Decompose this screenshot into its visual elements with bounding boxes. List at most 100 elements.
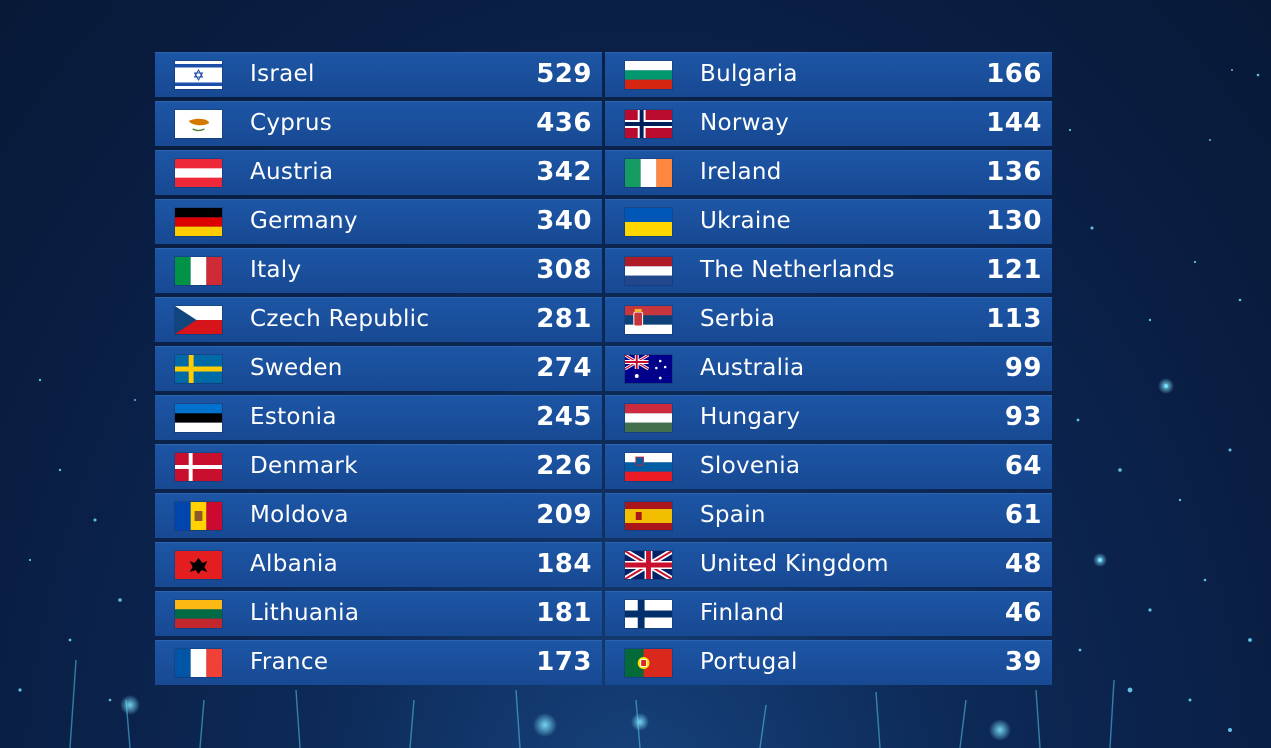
scoreboard-row: Ireland 136 bbox=[605, 150, 1052, 195]
scoreboard-row: Norway 144 bbox=[605, 101, 1052, 146]
scoreboard-row: Portugal 39 bbox=[605, 640, 1052, 685]
country-name: The Netherlands bbox=[700, 257, 895, 283]
ukraine-flag-icon bbox=[625, 208, 672, 236]
country-name: Czech Republic bbox=[250, 306, 430, 332]
country-name: Bulgaria bbox=[700, 61, 798, 87]
country-name: Estonia bbox=[250, 404, 337, 430]
points-value: 342 bbox=[536, 157, 592, 187]
norway-flag-icon bbox=[625, 110, 672, 138]
points-value: 64 bbox=[1004, 451, 1042, 481]
scoreboard-left-column: Israel 529 Cyprus 436 Austria 342 Germany 340 It… bbox=[155, 52, 602, 689]
points-value: 130 bbox=[986, 206, 1042, 236]
points-value: 308 bbox=[536, 255, 592, 285]
points-value: 93 bbox=[1004, 402, 1042, 432]
scoreboard-row: Slovenia 64 bbox=[605, 444, 1052, 489]
germany-flag-icon bbox=[175, 208, 222, 236]
ireland-flag-icon bbox=[625, 159, 672, 187]
country-name: Moldova bbox=[250, 502, 349, 528]
points-value: 436 bbox=[536, 108, 592, 138]
points-value: 281 bbox=[536, 304, 592, 334]
points-value: 166 bbox=[986, 59, 1042, 89]
scoreboard-row: Lithuania 181 bbox=[155, 591, 602, 636]
points-value: 274 bbox=[536, 353, 592, 383]
country-name: Sweden bbox=[250, 355, 343, 381]
scoreboard-right-column: Bulgaria 166 Norway 144 Ireland 136 Ukraine 130… bbox=[605, 52, 1052, 689]
scoreboard-row: Albania 184 bbox=[155, 542, 602, 587]
scoreboard-row: United Kingdom 48 bbox=[605, 542, 1052, 587]
slovenia-flag-icon bbox=[625, 453, 672, 481]
country-name: Israel bbox=[250, 61, 315, 87]
points-value: 61 bbox=[1004, 500, 1042, 530]
points-value: 184 bbox=[536, 549, 592, 579]
australia-flag-icon bbox=[625, 355, 672, 383]
scoreboard-row: Moldova 209 bbox=[155, 493, 602, 538]
country-name: Hungary bbox=[700, 404, 801, 430]
scoreboard-row: Australia 99 bbox=[605, 346, 1052, 391]
points-value: 340 bbox=[536, 206, 592, 236]
italy-flag-icon bbox=[175, 257, 222, 285]
country-name: Germany bbox=[250, 208, 358, 234]
points-value: 48 bbox=[1004, 549, 1042, 579]
serbia-flag-icon bbox=[625, 306, 672, 334]
scoreboard-row: The Netherlands 121 bbox=[605, 248, 1052, 293]
points-value: 121 bbox=[986, 255, 1042, 285]
scoreboard-row: Sweden 274 bbox=[155, 346, 602, 391]
spain-flag-icon bbox=[625, 502, 672, 530]
country-name: Portugal bbox=[700, 649, 798, 675]
points-value: 226 bbox=[536, 451, 592, 481]
scoreboard-row: Hungary 93 bbox=[605, 395, 1052, 440]
scoreboard-row: Estonia 245 bbox=[155, 395, 602, 440]
points-value: 245 bbox=[536, 402, 592, 432]
czech-republic-flag-icon bbox=[175, 306, 222, 334]
points-value: 39 bbox=[1004, 647, 1042, 677]
points-value: 136 bbox=[986, 157, 1042, 187]
scoreboard-row: Czech Republic 281 bbox=[155, 297, 602, 342]
cyprus-flag-icon bbox=[175, 110, 222, 138]
country-name: Denmark bbox=[250, 453, 358, 479]
bulgaria-flag-icon bbox=[625, 61, 672, 89]
points-value: 181 bbox=[536, 598, 592, 628]
scoreboard-row: Cyprus 436 bbox=[155, 101, 602, 146]
albania-flag-icon bbox=[175, 551, 222, 579]
country-name: Norway bbox=[700, 110, 790, 136]
points-value: 529 bbox=[536, 59, 592, 89]
moldova-flag-icon bbox=[175, 502, 222, 530]
scoreboard-row: Italy 308 bbox=[155, 248, 602, 293]
sweden-flag-icon bbox=[175, 355, 222, 383]
country-name: Italy bbox=[250, 257, 302, 283]
scoreboard-row: France 173 bbox=[155, 640, 602, 685]
scoreboard-row: Denmark 226 bbox=[155, 444, 602, 489]
country-name: Cyprus bbox=[250, 110, 333, 136]
country-name: Ukraine bbox=[700, 208, 791, 234]
country-name: Austria bbox=[250, 159, 334, 185]
country-name: Slovenia bbox=[700, 453, 801, 479]
lithuania-flag-icon bbox=[175, 600, 222, 628]
country-name: Australia bbox=[700, 355, 805, 381]
denmark-flag-icon bbox=[175, 453, 222, 481]
points-value: 113 bbox=[986, 304, 1042, 334]
estonia-flag-icon bbox=[175, 404, 222, 432]
scoreboard-row: Bulgaria 166 bbox=[605, 52, 1052, 97]
scoreboard-row: Finland 46 bbox=[605, 591, 1052, 636]
scoreboard-row: Israel 529 bbox=[155, 52, 602, 97]
netherlands-flag-icon bbox=[625, 257, 672, 285]
country-name: Serbia bbox=[700, 306, 776, 332]
country-name: Lithuania bbox=[250, 600, 360, 626]
country-name: Finland bbox=[700, 600, 785, 626]
finland-flag-icon bbox=[625, 600, 672, 628]
portugal-flag-icon bbox=[625, 649, 672, 677]
scoreboard-row: Germany 340 bbox=[155, 199, 602, 244]
points-value: 99 bbox=[1004, 353, 1042, 383]
country-name: Ireland bbox=[700, 159, 782, 185]
country-name: United Kingdom bbox=[700, 551, 889, 577]
points-value: 173 bbox=[536, 647, 592, 677]
united-kingdom-flag-icon bbox=[625, 551, 672, 579]
scoreboard-row: Spain 61 bbox=[605, 493, 1052, 538]
country-name: Albania bbox=[250, 551, 338, 577]
scoreboard-row: Serbia 113 bbox=[605, 297, 1052, 342]
israel-flag-icon bbox=[175, 61, 222, 89]
points-value: 46 bbox=[1004, 598, 1042, 628]
scoreboard-row: Ukraine 130 bbox=[605, 199, 1052, 244]
scoreboard-row: Austria 342 bbox=[155, 150, 602, 195]
